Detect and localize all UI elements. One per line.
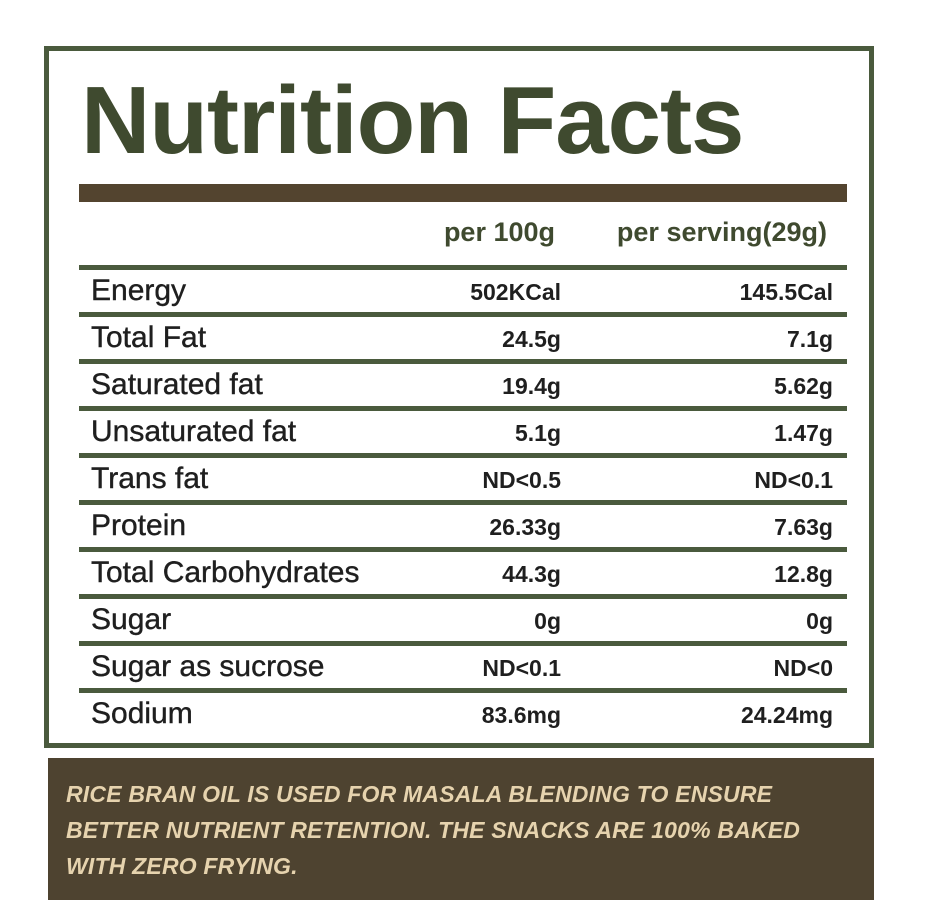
nutrient-name: Sugar as sucrose: [91, 650, 325, 683]
footer-note-text: RICE BRAN OIL IS USED FOR MASALA BLENDIN…: [66, 781, 801, 879]
value-per-100g: ND<0.5: [482, 467, 561, 493]
value-per-100g: ND<0.1: [482, 655, 561, 681]
nutrient-name: Energy: [91, 274, 187, 307]
value-per-serving: ND<0.1: [754, 467, 833, 493]
nutrient-row-sugar-as-sucrose: Sugar as sucrose ND<0.1 ND<0: [79, 641, 847, 688]
value-per-100g: 502KCal: [470, 279, 561, 305]
value-per-serving: ND<0: [773, 655, 833, 681]
value-per-serving: 145.5Cal: [739, 279, 833, 305]
value-per-100g: 19.4g: [502, 373, 561, 399]
nutrient-name: Trans fat: [91, 462, 209, 495]
nutrient-row-total-fat: Total Fat 24.5g 7.1g: [79, 312, 847, 359]
label-title: Nutrition Facts: [81, 67, 744, 174]
nutrient-row-total-carbohydrates: Total Carbohydrates 44.3g 12.8g: [79, 547, 847, 594]
nutrient-row-sugar: Sugar 0g 0g: [79, 594, 847, 641]
column-header-per-100g: per 100g: [443, 217, 555, 247]
nutrient-row-unsaturated-fat: Unsaturated fat 5.1g 1.47g: [79, 406, 847, 453]
nutrient-table: Energy 502KCal 145.5Cal Total Fat 24.5g …: [79, 265, 847, 735]
nutrient-name: Sugar: [91, 603, 172, 636]
value-per-100g: 26.33g: [489, 514, 561, 540]
title-divider-bar: [79, 184, 847, 202]
nutrient-name: Total Carbohydrates: [91, 556, 360, 589]
value-per-100g: 5.1g: [514, 420, 561, 446]
value-per-100g: 24.5g: [502, 326, 561, 352]
nutrient-name: Saturated fat: [91, 368, 263, 401]
nutrient-name: Sodium: [91, 697, 193, 730]
value-per-serving: 12.8g: [774, 561, 833, 587]
value-per-serving: 0g: [806, 608, 833, 634]
column-header-per-serving: per serving(29g): [616, 217, 827, 247]
value-per-100g: 83.6mg: [481, 702, 561, 728]
nutrient-row-sodium: Sodium 83.6mg 24.24mg: [79, 688, 847, 735]
value-per-serving: 7.1g: [786, 326, 833, 352]
value-per-100g: 44.3g: [502, 561, 561, 587]
value-per-serving: 5.62g: [774, 373, 833, 399]
nutrient-name: Total Fat: [91, 321, 207, 354]
nutrient-name: Protein: [91, 509, 187, 542]
value-per-serving: 7.63g: [774, 514, 833, 540]
nutrient-row-energy: Energy 502KCal 145.5Cal: [79, 265, 847, 312]
nutrient-row-protein: Protein 26.33g 7.63g: [79, 500, 847, 547]
footer-note-panel: RICE BRAN OIL IS USED FOR MASALA BLENDIN…: [48, 758, 874, 900]
nutrient-row-saturated-fat: Saturated fat 19.4g 5.62g: [79, 359, 847, 406]
nutrient-name: Unsaturated fat: [91, 415, 297, 448]
nutrition-facts-label: Nutrition Facts per 100g per serving(29g…: [44, 46, 874, 748]
value-per-100g: 0g: [534, 608, 561, 634]
nutrient-row-trans-fat: Trans fat ND<0.5 ND<0.1: [79, 453, 847, 500]
value-per-serving: 1.47g: [774, 420, 833, 446]
value-per-serving: 24.24mg: [740, 702, 833, 728]
